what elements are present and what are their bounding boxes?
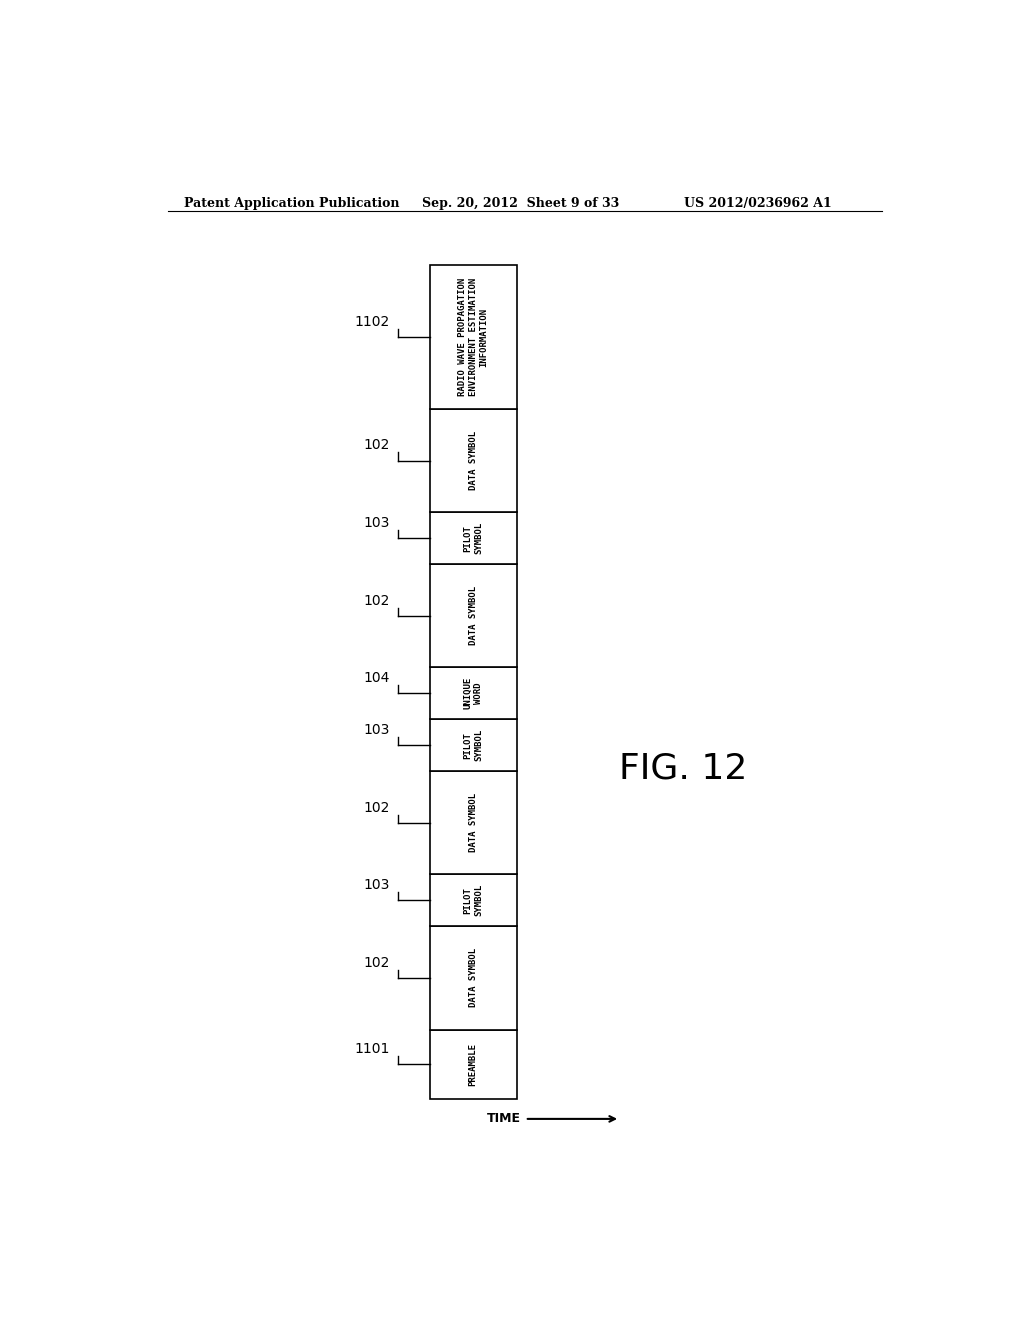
- Text: 103: 103: [364, 878, 390, 892]
- Text: PREAMBLE: PREAMBLE: [469, 1043, 478, 1085]
- Text: UNIQUE
WORD: UNIQUE WORD: [464, 677, 483, 709]
- Text: PILOT
SYMBOL: PILOT SYMBOL: [464, 884, 483, 916]
- Bar: [430, 1030, 517, 1098]
- Text: 102: 102: [364, 800, 390, 814]
- Text: 1102: 1102: [354, 315, 390, 329]
- Text: 103: 103: [364, 723, 390, 737]
- Text: DATA SYMBOL: DATA SYMBOL: [469, 793, 478, 853]
- Bar: [430, 512, 517, 564]
- Text: 102: 102: [364, 956, 390, 970]
- Text: DATA SYMBOL: DATA SYMBOL: [469, 948, 478, 1007]
- Text: TIME: TIME: [486, 1113, 521, 1126]
- Bar: [430, 265, 517, 409]
- Text: Patent Application Publication: Patent Application Publication: [183, 197, 399, 210]
- Bar: [430, 409, 517, 512]
- Bar: [430, 668, 517, 719]
- Text: FIG. 12: FIG. 12: [620, 751, 748, 785]
- Text: PILOT
SYMBOL: PILOT SYMBOL: [464, 521, 483, 554]
- Bar: [430, 927, 517, 1030]
- Text: US 2012/0236962 A1: US 2012/0236962 A1: [684, 197, 831, 210]
- Text: PILOT
SYMBOL: PILOT SYMBOL: [464, 729, 483, 762]
- Text: DATA SYMBOL: DATA SYMBOL: [469, 432, 478, 490]
- Bar: [430, 719, 517, 771]
- Bar: [430, 874, 517, 927]
- Text: DATA SYMBOL: DATA SYMBOL: [469, 586, 478, 645]
- Bar: [430, 771, 517, 874]
- Text: 102: 102: [364, 594, 390, 607]
- Bar: [430, 564, 517, 668]
- Text: 103: 103: [364, 516, 390, 531]
- Text: RADIO WAVE PROPAGATION
ENVIRONMENT ESTIMATION
INFORMATION: RADIO WAVE PROPAGATION ENVIRONMENT ESTIM…: [459, 277, 488, 396]
- Text: 104: 104: [364, 671, 390, 685]
- Text: 102: 102: [364, 438, 390, 453]
- Text: 1101: 1101: [354, 1041, 390, 1056]
- Text: Sep. 20, 2012  Sheet 9 of 33: Sep. 20, 2012 Sheet 9 of 33: [422, 197, 618, 210]
